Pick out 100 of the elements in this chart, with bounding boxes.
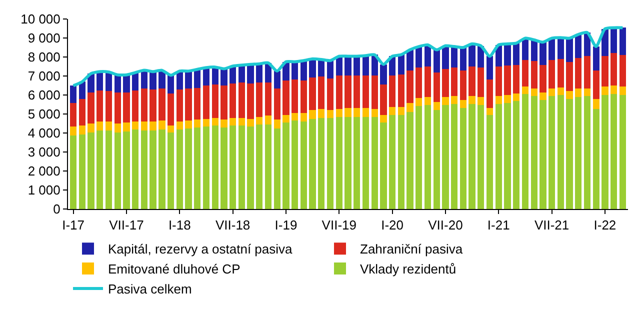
bar — [540, 64, 546, 92]
bar — [371, 76, 378, 109]
bar — [247, 126, 254, 209]
x-tick-label: I-22 — [594, 218, 616, 233]
bar — [264, 116, 272, 125]
bar — [292, 120, 298, 209]
bar — [256, 116, 263, 125]
bar — [513, 101, 520, 209]
bar — [318, 118, 325, 209]
bar — [619, 28, 626, 55]
bar — [433, 50, 440, 73]
bar — [398, 54, 404, 75]
bar — [264, 124, 272, 209]
bar — [212, 84, 218, 118]
x-tick-label: I-17 — [62, 218, 85, 233]
bar — [486, 108, 494, 115]
bar — [468, 96, 476, 104]
bar — [274, 71, 280, 88]
bar — [96, 122, 104, 131]
line-series — [72, 26, 624, 88]
bar — [362, 108, 370, 117]
bar — [522, 38, 529, 60]
bar — [530, 96, 538, 209]
bar — [362, 116, 370, 209]
bar — [70, 86, 77, 103]
x-tick-label: I-21 — [487, 218, 510, 233]
bar — [344, 116, 352, 209]
bar — [105, 122, 112, 131]
bar — [274, 128, 280, 209]
bar — [140, 122, 148, 131]
bar — [619, 86, 626, 96]
bar — [318, 108, 325, 118]
bar — [344, 76, 352, 108]
bar — [406, 112, 414, 209]
legend-label: Vklady rezidentů — [360, 262, 456, 277]
bar — [424, 105, 432, 209]
bar — [451, 68, 458, 96]
bar — [584, 96, 591, 209]
bar — [167, 132, 174, 209]
x-tick-label: I-20 — [381, 218, 404, 233]
bar — [619, 54, 626, 86]
bar — [326, 78, 334, 110]
bar — [610, 53, 618, 86]
bar — [256, 82, 263, 117]
x-tick-label: VII-20 — [428, 218, 463, 233]
bar — [584, 56, 591, 88]
bar — [433, 72, 440, 102]
bar — [557, 95, 564, 209]
bar — [388, 106, 396, 115]
bar — [416, 68, 422, 98]
bar — [336, 116, 342, 209]
bar — [264, 82, 272, 116]
bar — [486, 56, 494, 80]
bar — [176, 122, 183, 130]
bar — [398, 74, 404, 107]
bar — [433, 102, 440, 110]
bar — [229, 126, 236, 209]
bar — [140, 130, 148, 209]
bar — [451, 46, 458, 68]
y-tick-label: 0 — [53, 202, 60, 217]
bar — [575, 97, 582, 209]
bar — [388, 76, 396, 107]
bar — [354, 108, 360, 117]
bar — [282, 122, 290, 209]
bar — [123, 131, 130, 209]
bar — [96, 130, 104, 209]
bar — [495, 66, 502, 96]
bar — [513, 43, 520, 65]
bar — [486, 114, 494, 209]
bar — [229, 118, 236, 126]
bar — [158, 130, 166, 209]
bar — [256, 64, 263, 82]
bar — [326, 60, 334, 78]
bar — [406, 50, 414, 71]
bar — [292, 112, 298, 121]
bar — [292, 62, 298, 80]
bar — [540, 100, 546, 209]
bar — [548, 38, 556, 60]
bar — [300, 112, 308, 122]
bar — [406, 70, 414, 103]
bar — [504, 66, 511, 96]
bar — [185, 71, 192, 88]
bar — [220, 127, 228, 209]
bar — [220, 120, 228, 128]
y-tick-label: 5 000 — [28, 106, 60, 122]
bar — [602, 86, 608, 96]
bar — [150, 122, 156, 131]
bar — [256, 124, 263, 209]
bar — [557, 58, 564, 88]
bar — [202, 126, 210, 209]
bar — [619, 95, 626, 209]
bar — [362, 56, 370, 76]
bar — [212, 118, 218, 126]
bar — [592, 46, 600, 71]
bar — [478, 105, 484, 209]
bar — [424, 97, 432, 106]
legend-label: Kapitál, rezervy a ostatní pasiva — [108, 242, 294, 257]
bar — [336, 108, 342, 117]
bar — [504, 95, 511, 103]
bar — [468, 66, 476, 96]
